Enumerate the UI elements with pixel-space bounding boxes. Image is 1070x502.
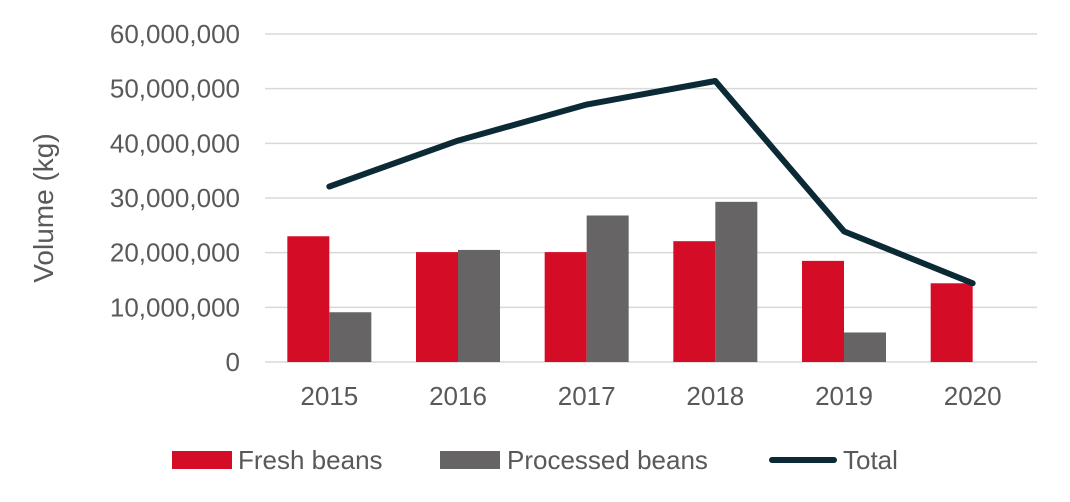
x-tick-label: 2015 [300,381,358,411]
legend-swatch-processed-beans [440,451,500,469]
bar-fresh-beans-2019 [802,260,844,362]
legend-label-processed-beans: Processed beans [507,445,708,475]
series-line-total [326,78,976,287]
bar-fresh-beans-2015 [287,236,330,362]
y-tick-label: 0 [226,347,240,377]
x-axis-ticks: 2015 2016 2017 2018 2019 2020 [300,381,1001,411]
legend-swatch-fresh-beans [172,451,232,469]
total-line-layer [326,78,976,287]
bars [287,201,973,362]
bar-fresh-beans-2016 [416,252,458,362]
y-tick-label: 30,000,000 [110,183,240,213]
y-tick-label: 40,000,000 [110,128,240,158]
x-tick-label: 2018 [686,381,744,411]
legend-label-total: Total [843,445,898,475]
y-tick-label: 20,000,000 [110,238,240,268]
bar-processed-beans-2019 [844,332,886,362]
bar-fresh-beans-2017 [544,252,587,362]
x-tick-label: 2019 [815,381,873,411]
bar-fresh-beans-2020 [930,283,973,362]
bar-processed-beans-2018 [715,201,758,362]
x-tick-label: 2016 [429,381,487,411]
y-tick-label: 10,000,000 [110,292,240,322]
x-tick-label: 2017 [558,381,616,411]
legend-label-fresh-beans: Fresh beans [238,445,383,475]
bar-processed-beans-2017 [586,215,629,362]
y-tick-label: 60,000,000 [110,19,240,49]
y-axis-ticks: 0 10,000,000 20,000,000 30,000,000 40,000,00… [110,19,240,377]
gridlines [265,33,1037,363]
bar-fresh-beans-2018 [673,241,716,362]
bar-processed-beans-2016 [458,249,500,362]
legend: Fresh beans Processed beans Total [172,445,898,475]
y-tick-label: 50,000,000 [110,74,240,104]
x-tick-label: 2020 [944,381,1002,411]
bar-processed-beans-2015 [329,312,372,362]
y-axis-title: Volume (kg) [28,133,59,282]
